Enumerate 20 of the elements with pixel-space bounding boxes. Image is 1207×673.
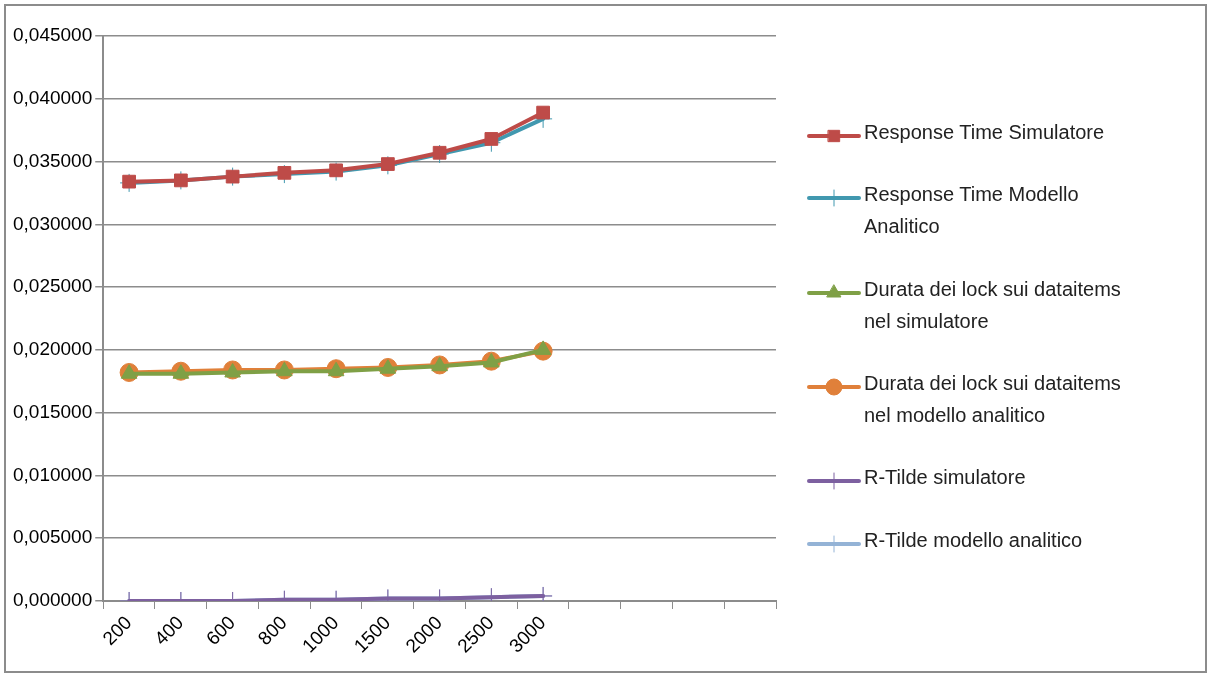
y-tick-label: 0,015000 [13, 400, 93, 422]
y-tick-label: 0,025000 [13, 275, 93, 297]
legend-label: R-Tilde simulatore [864, 465, 1026, 491]
y-tick-label: 0,010000 [13, 463, 93, 485]
y-tick-label: 0,000000 [13, 589, 93, 611]
y-tick-label: 0,040000 [13, 87, 93, 109]
legend-label: R-Tilde modello analitico [864, 527, 1083, 553]
legend-label: Response Time Simulatore [864, 120, 1105, 146]
y-tick-label: 0,045000 [13, 24, 93, 46]
legend-label: Durata dei lock sui dataitems nel modello analitico [864, 371, 1122, 429]
x-tick-label: 800 [253, 611, 291, 649]
x-tick-label: 600 [201, 611, 240, 649]
x-tick-label: 200 [98, 611, 136, 649]
legend-label: Response Time Modello Analitico [864, 182, 1080, 240]
y-tick-label: 0,030000 [13, 212, 93, 234]
x-tick-label: 400 [150, 611, 188, 649]
y-tick-label: 0,035000 [13, 149, 93, 171]
legend-label: Durata dei lock sui dataitems nel simulatore [864, 276, 1122, 334]
y-tick-label: 0,020000 [13, 338, 93, 360]
y-tick-label: 0,005000 [13, 526, 93, 548]
